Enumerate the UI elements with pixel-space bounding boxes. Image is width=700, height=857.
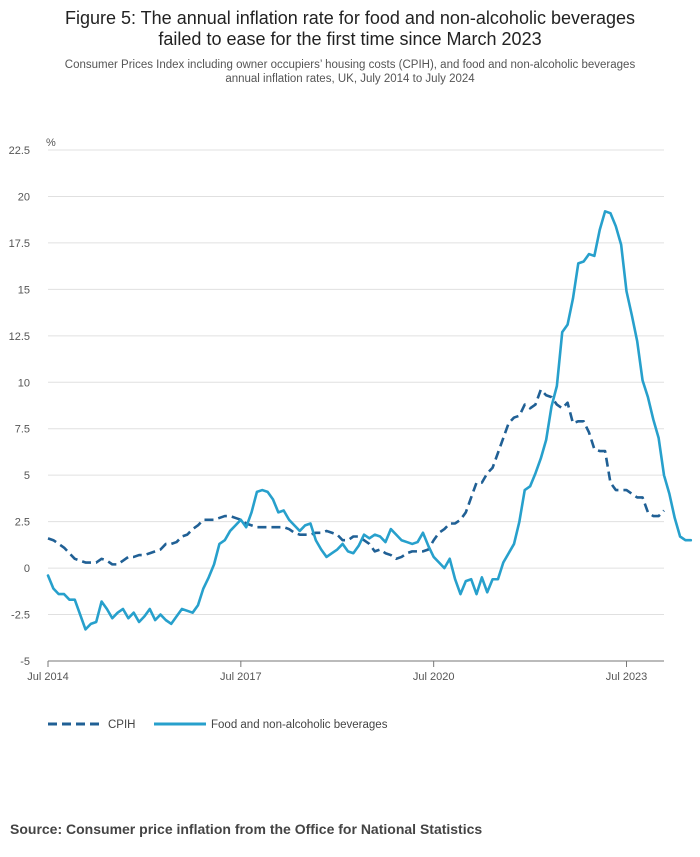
chart-title: Figure 5: The annual inflation rate for … xyxy=(20,8,680,50)
y-tick-label: 22.5 xyxy=(9,145,30,157)
y-tick-label: 10 xyxy=(18,377,30,389)
x-tick-label: Jul 2014 xyxy=(27,671,69,683)
y-tick-label: 12.5 xyxy=(9,331,30,343)
series-layer xyxy=(46,210,693,631)
axis-layer: 22.5 20 17.5 15 12.5 10 7.5 5 2.5 0 -2.5 -5% Jul 201… xyxy=(9,137,664,683)
chart-subtitle-line-1: Consumer Prices Index including owner oc… xyxy=(64,59,636,71)
y-tick-label: 17.5 xyxy=(9,238,30,250)
chart-subtitle-line-2: annual inflation rates, UK, July 2014 to… xyxy=(225,73,475,85)
y-tick-label: 15 xyxy=(18,284,30,296)
food-series-line xyxy=(46,210,693,631)
chart-title-line-2: failed to ease for the first time since … xyxy=(158,29,542,49)
legend-label-food: Food and non-alcoholic beverages xyxy=(211,719,388,731)
y-tick-label: 0 xyxy=(24,563,30,575)
y-tick-label: 20 xyxy=(18,191,30,203)
y-tick-label: -5 xyxy=(20,656,30,668)
grid-layer xyxy=(48,149,664,662)
chart-title-line-1: Figure 5: The annual inflation rate for … xyxy=(64,8,636,28)
legend-label-cpih: CPIH xyxy=(108,719,135,731)
y-tick-label: 7.5 xyxy=(15,424,30,436)
chart-subtitle: Consumer Prices Index including owner oc… xyxy=(20,58,680,86)
y-tick-label: 2.5 xyxy=(15,517,30,529)
cpih-series-line xyxy=(47,388,665,566)
y-axis-label: % xyxy=(46,137,56,149)
x-tick-label: Jul 2020 xyxy=(413,671,455,683)
y-tick-label: 5 xyxy=(24,470,30,482)
source-note: Source: Consumer price inflation from th… xyxy=(10,821,483,837)
x-tick-label: Jul 2023 xyxy=(606,671,648,683)
x-tick-label: Jul 2017 xyxy=(220,671,262,683)
legend: CPIH Food and non-alcoholic beverages xyxy=(48,719,388,731)
line-chart: 22.5 20 17.5 15 12.5 10 7.5 5 2.5 0 -2.5 -5% Jul 201… xyxy=(9,137,693,731)
y-tick-label: -2.5 xyxy=(11,610,30,622)
